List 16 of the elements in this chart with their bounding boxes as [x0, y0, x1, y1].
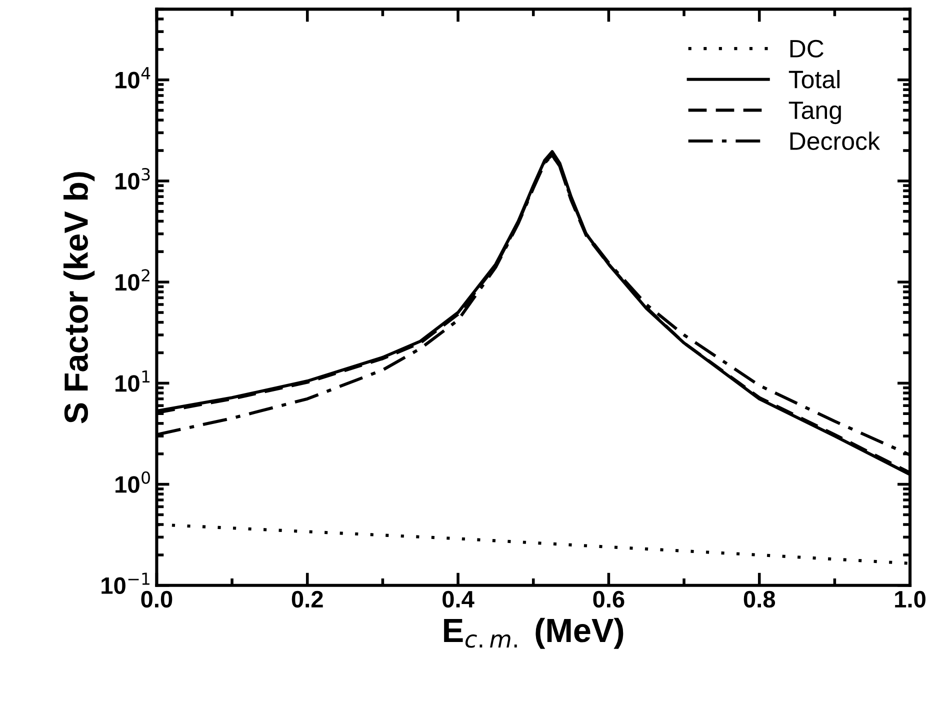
legend-label: DC [790, 40, 824, 58]
y-tick-label: 10$^{2}$ [116, 269, 150, 291]
x-tick-label: 0.2 [292, 590, 323, 608]
y-axis-title: S Factor (keV b) [64, 172, 95, 424]
legend-label: Total [788, 70, 840, 88]
legend-label: Tang [788, 102, 841, 124]
x-tick-label: 0.4 [442, 590, 474, 608]
x-axis-title: E$_{c.m.}$ (MeV) [444, 618, 624, 649]
y-tick-label: 10$^{1}$ [116, 370, 150, 392]
y-tick-label: 10$^{0}$ [116, 471, 150, 493]
x-tick-label: 0.6 [593, 590, 624, 608]
y-tick-label: 10$^{4}$ [116, 67, 150, 88]
x-tick-label: 0.8 [744, 590, 776, 608]
y-tick-label: 10$^{3}$ [116, 168, 150, 190]
x-tick-label: 1.0 [895, 590, 926, 608]
legend-label: Decrock [790, 132, 880, 150]
